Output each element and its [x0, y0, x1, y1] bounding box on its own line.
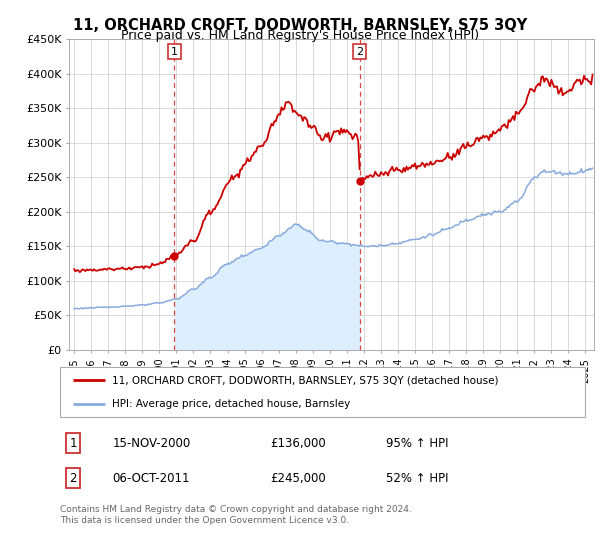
Text: 06-OCT-2011: 06-OCT-2011 — [113, 472, 190, 484]
Text: 11, ORCHARD CROFT, DODWORTH, BARNSLEY, S75 3QY: 11, ORCHARD CROFT, DODWORTH, BARNSLEY, S… — [73, 18, 527, 33]
Text: 52% ↑ HPI: 52% ↑ HPI — [386, 472, 448, 484]
Text: £245,000: £245,000 — [270, 472, 326, 484]
Text: 15-NOV-2000: 15-NOV-2000 — [113, 437, 191, 450]
Text: 2: 2 — [70, 472, 77, 484]
Text: This data is licensed under the Open Government Licence v3.0.: This data is licensed under the Open Gov… — [60, 516, 349, 525]
FancyBboxPatch shape — [60, 367, 585, 417]
Text: 2: 2 — [356, 46, 363, 57]
Text: 95% ↑ HPI: 95% ↑ HPI — [386, 437, 448, 450]
Text: Price paid vs. HM Land Registry's House Price Index (HPI): Price paid vs. HM Land Registry's House … — [121, 29, 479, 42]
Text: £136,000: £136,000 — [270, 437, 326, 450]
Text: HPI: Average price, detached house, Barnsley: HPI: Average price, detached house, Barn… — [113, 399, 351, 409]
Text: 11, ORCHARD CROFT, DODWORTH, BARNSLEY, S75 3QY (detached house): 11, ORCHARD CROFT, DODWORTH, BARNSLEY, S… — [113, 375, 499, 385]
Text: 1: 1 — [70, 437, 77, 450]
Text: Contains HM Land Registry data © Crown copyright and database right 2024.: Contains HM Land Registry data © Crown c… — [60, 505, 412, 514]
Text: 1: 1 — [171, 46, 178, 57]
